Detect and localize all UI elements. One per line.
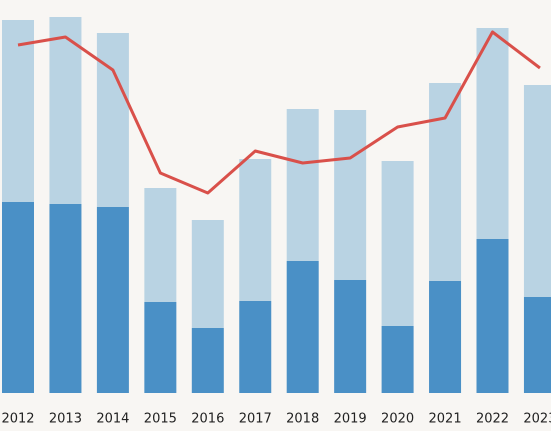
bar-segment xyxy=(96,33,129,207)
x-tick-label: 2023 xyxy=(523,412,551,427)
x-tick-label: 2013 xyxy=(49,412,82,427)
bar-segment xyxy=(381,326,414,393)
bar-segment xyxy=(286,261,319,393)
bar-segment xyxy=(381,161,414,326)
x-tick-label: 2016 xyxy=(191,412,224,427)
x-tick-label: 2017 xyxy=(239,412,272,427)
bar-segment xyxy=(429,83,462,281)
bar-segment xyxy=(144,188,177,302)
x-tick-label: 2015 xyxy=(144,412,177,427)
bar-segment xyxy=(476,28,509,239)
bar-segment xyxy=(2,202,34,393)
bar-segment xyxy=(334,280,367,393)
bar-segment xyxy=(523,297,551,393)
x-tick-label: 2014 xyxy=(96,412,129,427)
x-tick-label: 2019 xyxy=(334,412,367,427)
bar-segment xyxy=(191,328,224,393)
bar-segment xyxy=(2,20,34,202)
x-tick-label: 2021 xyxy=(429,412,462,427)
bar-segment xyxy=(49,204,82,393)
bar-segment xyxy=(144,302,177,393)
bar-segment xyxy=(429,281,462,393)
x-tick-label: 2018 xyxy=(286,412,319,427)
bar-segment xyxy=(239,159,272,301)
bar-segment xyxy=(49,17,82,204)
x-tick-label: 2022 xyxy=(476,412,509,427)
line xyxy=(17,30,541,195)
bar-segment xyxy=(191,220,224,328)
bar-segment xyxy=(476,239,509,393)
x-tick-label: 2020 xyxy=(381,412,414,427)
bar-segment xyxy=(286,109,319,261)
bar-segment xyxy=(96,207,129,393)
bar-segment xyxy=(239,301,272,393)
bar-segment xyxy=(523,85,551,297)
bar-segment xyxy=(334,110,367,280)
x-tick-label: 2012 xyxy=(1,412,34,427)
